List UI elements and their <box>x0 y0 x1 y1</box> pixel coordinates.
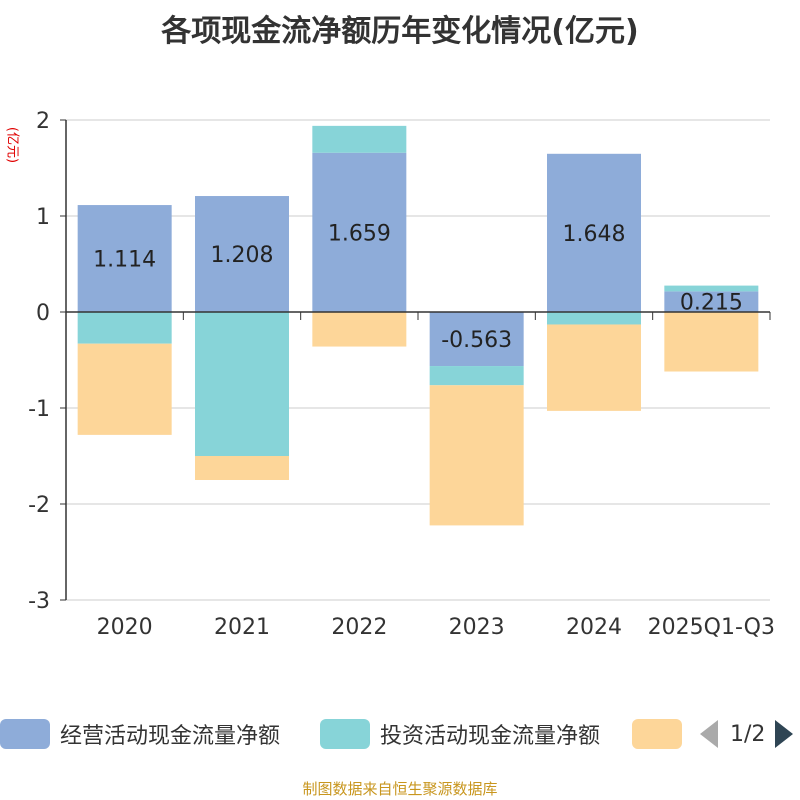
bar-2023-series-2 <box>429 385 524 526</box>
x-tick-label-2024: 2024 <box>566 615 622 640</box>
data-label-2024: 1.648 <box>563 222 626 247</box>
bar-2023-series-1 <box>429 366 524 386</box>
bar-2024-series-2 <box>547 324 641 411</box>
bar-2020-series-0 <box>77 205 172 312</box>
legend: 经营活动现金流量净额 投资活动现金流量净额 1/2 <box>0 716 800 756</box>
bar-2022-series-2 <box>312 312 407 347</box>
bar-2024-series-0 <box>547 153 641 312</box>
bar-2021-series-2 <box>195 456 289 480</box>
data-source-note: 制图数据来自恒生聚源数据库 <box>302 780 498 798</box>
bar-2023-series-0 <box>429 312 524 367</box>
bar-2021-series-1 <box>195 312 289 456</box>
y-tick-label-0: 0 <box>36 301 50 326</box>
axes: 2 1 0 -1 -2 -3 2020 2021 2022 2023 2024 2025Q1-Q3 <box>28 109 775 640</box>
bar-2022-series-0 <box>312 152 407 312</box>
y-tick-label--1: -1 <box>28 397 50 422</box>
y-tick-label-1: 1 <box>36 205 50 230</box>
data-label-2025Q1-Q3: 0.215 <box>680 291 743 316</box>
bar-group <box>77 125 759 526</box>
bar-chart: 2 1 0 -1 -2 -3 2020 2021 2022 2023 2024 2025Q1-Q3 1… <box>28 109 775 640</box>
legend-item-investing[interactable]: 投资活动现金流量净额 <box>320 716 600 752</box>
data-label-2023: -0.563 <box>441 328 512 353</box>
legend-swatch-operating <box>0 719 50 749</box>
legend-item-financing[interactable] <box>632 716 692 752</box>
legend-item-operating[interactable]: 经营活动现金流量净额 <box>0 716 280 752</box>
bar-2021-series-0 <box>195 196 289 312</box>
y-tick-label--3: -3 <box>28 589 50 614</box>
data-label-2021: 1.208 <box>211 243 274 268</box>
x-tick-label-2020: 2020 <box>97 615 153 640</box>
bar-2024-series-1 <box>547 312 641 325</box>
legend-page-indicator: 1/2 <box>730 721 766 747</box>
y-tick-label-2: 2 <box>36 109 50 134</box>
legend-label-investing: 投资活动现金流量净额 <box>380 724 601 749</box>
legend-label-operating: 经营活动现金流量净额 <box>60 724 281 749</box>
x-tick-label-2022: 2022 <box>331 615 387 640</box>
bar-2022-series-1 <box>312 125 407 153</box>
legend-swatch-investing <box>320 719 370 749</box>
legend-pager: 1/2 <box>700 716 794 752</box>
data-labels: 1.114 1.208 1.659 -0.563 1.648 0.215 <box>93 221 743 353</box>
chart-title: 各项现金流净额历年变化情况(亿元) <box>161 14 639 49</box>
bar-2020-series-1 <box>77 312 172 344</box>
grid-lines <box>66 119 770 601</box>
x-tick-label-2025Q1-Q3: 2025Q1-Q3 <box>648 615 775 640</box>
x-tick-label-2023: 2023 <box>449 615 505 640</box>
legend-swatch-financing <box>632 719 682 749</box>
data-label-2020: 1.114 <box>93 248 156 273</box>
bar-2025Q1-Q3-series-2 <box>664 312 759 372</box>
bar-2025Q1-Q3-series-1 <box>664 285 759 292</box>
x-tick-label-2021: 2021 <box>214 615 270 640</box>
legend-next-icon[interactable] <box>775 720 794 748</box>
y-tick-label--2: -2 <box>28 493 50 518</box>
bar-2025Q1-Q3-series-0 <box>664 291 759 312</box>
legend-prev-icon[interactable] <box>700 720 718 748</box>
bar-2020-series-2 <box>77 343 172 435</box>
data-label-2022: 1.659 <box>328 221 391 246</box>
